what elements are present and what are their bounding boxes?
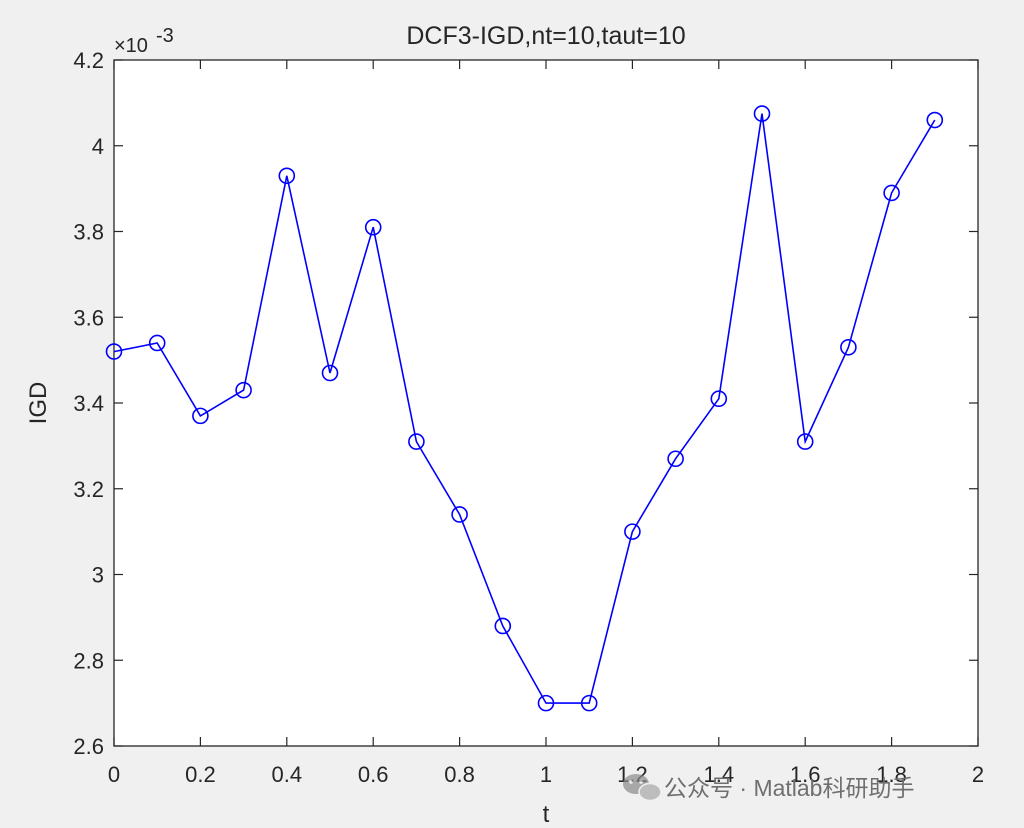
x-tick-label: 1.6 — [790, 762, 821, 787]
y-exponent-base: ×10 — [114, 35, 148, 57]
y-tick-label: 3.6 — [73, 305, 104, 330]
x-tick-label: 1 — [540, 762, 552, 787]
wechat-icon — [623, 774, 662, 802]
data-point-marker — [537, 694, 555, 712]
data-point-marker — [408, 433, 425, 450]
data-point-marker — [883, 184, 900, 202]
watermark-text: 公众号 · Matlab科研助手 — [664, 775, 914, 801]
x-tick-label: 1.4 — [704, 762, 735, 787]
y-tick-label: 2.8 — [73, 648, 104, 673]
data-point-marker — [235, 381, 252, 399]
data-point-marker — [796, 433, 814, 450]
data-point-marker — [148, 334, 166, 352]
x-tick-label: 2 — [972, 762, 984, 787]
data-point-marker — [753, 105, 771, 122]
x-tick-label: 1.8 — [876, 762, 907, 787]
y-tick-label: 3.4 — [73, 391, 104, 416]
y-tick-label: 3.2 — [73, 477, 104, 502]
data-point-marker — [321, 364, 339, 382]
x-tick-label: 0.8 — [444, 762, 475, 787]
x-tick-label: 0.2 — [185, 762, 216, 787]
y-tick-label: 4.2 — [73, 48, 104, 73]
data-point-marker — [624, 523, 641, 540]
plot-area — [113, 59, 979, 747]
x-tick-label: 0.4 — [272, 762, 303, 787]
data-point-marker — [105, 343, 123, 360]
y-tick-label: 2.6 — [73, 734, 104, 759]
data-point-marker — [451, 506, 468, 523]
data-point-marker — [278, 167, 296, 185]
data-point-marker — [364, 218, 382, 236]
x-axis-title: t — [543, 801, 550, 828]
data-point-marker — [494, 617, 512, 635]
watermark: 公众号 · Matlab科研助手 — [623, 774, 914, 802]
axis-ticks: 00.20.40.60.811.21.41.61.822.62.833.23.4… — [73, 48, 984, 787]
series-polyline — [113, 113, 936, 704]
chart-title: DCF3-IGD,nt=10,taut=10 — [406, 22, 685, 50]
y-exponent-power: -3 — [156, 25, 174, 47]
x-tick-label: 0 — [108, 762, 120, 787]
x-tick-label: 0.6 — [358, 762, 389, 787]
data-point-marker — [667, 450, 684, 468]
series-line — [105, 105, 944, 712]
y-axis-title: IGD — [25, 382, 52, 425]
y-tick-label: 4 — [92, 134, 104, 159]
y-tick-label: 3 — [92, 563, 104, 588]
data-point-marker — [580, 694, 598, 712]
data-point-marker — [192, 407, 209, 425]
data-point-marker — [710, 390, 728, 408]
y-tick-label: 3.8 — [73, 220, 104, 245]
data-point-marker — [840, 338, 857, 356]
data-point-marker — [926, 111, 944, 129]
